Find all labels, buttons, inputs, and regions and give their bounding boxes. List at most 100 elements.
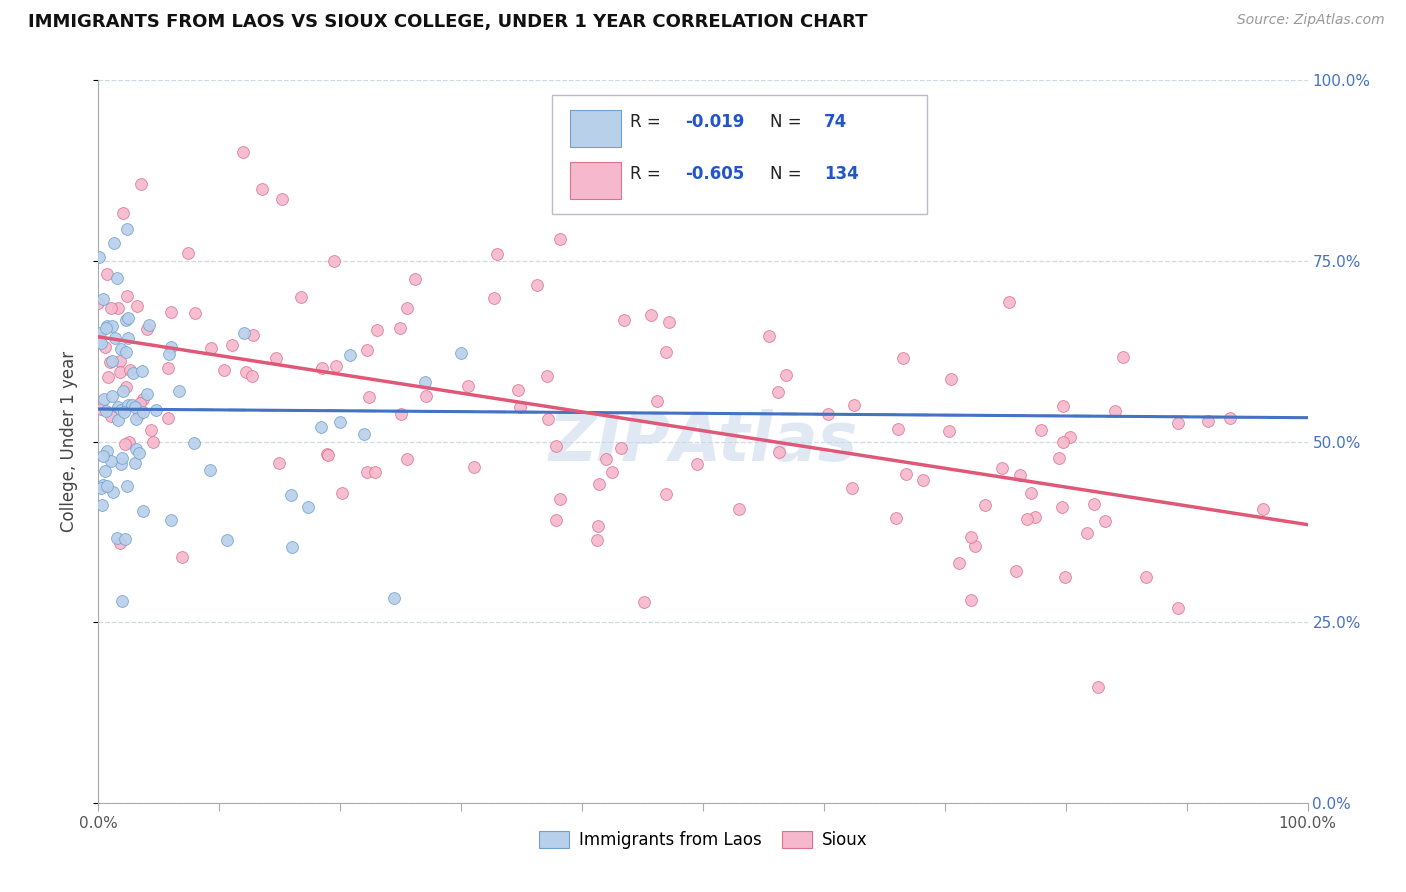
Point: [183, 436, 205, 450]
Point: [145, 403, 167, 417]
Point: [110, 342, 132, 356]
Point: [159, 305, 181, 319]
Point: [450, 346, 472, 360]
Point: [600, 465, 623, 479]
Point: [586, 533, 609, 547]
Point: [991, 461, 1014, 475]
Point: [382, 591, 405, 606]
Point: [941, 371, 963, 385]
Point: [97, 370, 120, 384]
Point: [413, 375, 436, 389]
Text: IMMIGRANTS FROM LAOS VS SIOUX COLLEGE, UNDER 1 YEAR CORRELATION CHART: IMMIGRANTS FROM LAOS VS SIOUX COLLEGE, U…: [28, 13, 868, 31]
Point: [221, 337, 243, 351]
Point: [167, 384, 190, 399]
Point: [396, 451, 419, 466]
Point: [115, 479, 138, 493]
Point: [108, 365, 131, 379]
Point: [100, 454, 122, 468]
Text: N =: N =: [769, 112, 807, 131]
Point: [184, 306, 207, 320]
Point: [160, 339, 183, 353]
Point: [323, 254, 346, 268]
Point: [1219, 411, 1241, 425]
Point: [1104, 404, 1126, 418]
Point: [311, 419, 333, 434]
Point: [120, 362, 142, 376]
Point: [766, 384, 789, 399]
Point: [842, 398, 865, 412]
Point: [160, 513, 183, 527]
Point: [973, 498, 995, 512]
Point: [138, 318, 160, 333]
Point: [269, 456, 291, 470]
Point: [271, 192, 294, 206]
Point: [388, 321, 411, 335]
Text: R =: R =: [630, 165, 666, 183]
Point: [1052, 399, 1074, 413]
Point: [105, 531, 128, 545]
Point: [548, 491, 571, 506]
Point: [156, 410, 179, 425]
Point: [118, 434, 141, 449]
Point: [1251, 502, 1274, 516]
Point: [124, 412, 146, 426]
Point: [457, 379, 479, 393]
Point: [128, 407, 150, 421]
Point: [316, 447, 339, 461]
Point: [87, 331, 110, 345]
Point: [404, 272, 426, 286]
Point: [117, 311, 139, 326]
Point: [103, 235, 125, 250]
Point: [117, 398, 139, 412]
Point: [132, 503, 155, 517]
Point: [87, 334, 110, 348]
Point: [110, 403, 132, 417]
Point: [1094, 514, 1116, 528]
Point: [1047, 451, 1070, 466]
Text: 74: 74: [824, 112, 848, 131]
Point: [1052, 500, 1074, 515]
Point: [96, 479, 118, 493]
Point: [129, 177, 152, 191]
Point: [104, 331, 127, 345]
Point: [115, 313, 138, 327]
Point: [87, 296, 110, 310]
Point: [107, 301, 129, 315]
Point: [122, 366, 145, 380]
Point: [1019, 485, 1042, 500]
Point: [654, 487, 676, 501]
Point: [353, 426, 375, 441]
Point: [548, 232, 571, 246]
Point: [1167, 417, 1189, 431]
Point: [363, 465, 385, 479]
Point: [124, 457, 146, 471]
Point: [107, 413, 129, 427]
Point: [115, 380, 138, 394]
Point: [94, 464, 117, 478]
Point: [1111, 350, 1133, 364]
Point: [1059, 430, 1081, 444]
Point: [94, 340, 117, 354]
Point: [90, 335, 112, 350]
Point: [544, 513, 567, 527]
Point: [884, 510, 907, 524]
Point: [1197, 414, 1219, 428]
Point: [758, 328, 780, 343]
Point: [316, 448, 339, 462]
Point: [658, 315, 681, 329]
Y-axis label: College, Under 1 year: College, Under 1 year: [59, 351, 77, 533]
Point: [280, 488, 302, 502]
Point: [536, 369, 558, 384]
Point: [132, 405, 155, 419]
Legend: Immigrants from Laos, Sioux: Immigrants from Laos, Sioux: [531, 824, 875, 856]
Point: [509, 400, 531, 414]
Point: [115, 289, 138, 303]
Point: [1017, 512, 1039, 526]
Point: [311, 360, 333, 375]
Point: [817, 407, 839, 421]
Point: [124, 400, 146, 414]
Point: [938, 424, 960, 438]
FancyBboxPatch shape: [551, 95, 927, 214]
Point: [131, 364, 153, 378]
Point: [1083, 497, 1105, 511]
